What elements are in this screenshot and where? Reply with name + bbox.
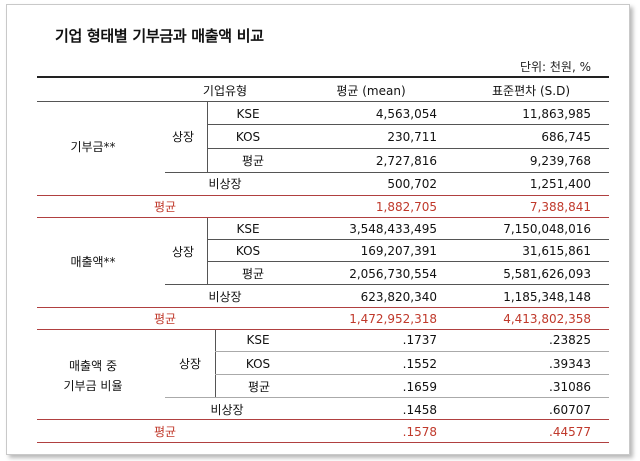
listed-label: 상장 [178,357,202,371]
cell-mean: 3,548,433,495 [349,222,437,236]
group-bottom-rule [37,329,609,330]
row-rule [215,374,609,375]
row-rule [165,397,609,398]
header-bottom-rule [37,101,609,102]
subgroup-divider [207,218,208,284]
cell-sd: .60707 [549,403,591,417]
cell-sd: 1,251,400 [529,177,591,191]
table-title: 기업 형태별 기부금과 매출액 비교 [55,27,264,45]
cell-mean: 230,711 [387,130,437,144]
row-rule [215,351,609,352]
header-mean: 평균 (mean) [336,84,406,98]
total-top-rule [37,419,609,420]
cell-sd: .23825 [549,333,591,347]
figure-frame: 기업 형태별 기부금과 매출액 비교 단위: 천원, % 기업유형 평균 (me… [6,4,630,455]
total-top-rule [37,195,609,196]
row-rule [165,284,609,285]
group-label-ratio-line1: 매출액 중 [69,359,117,373]
table-bottom-rule [37,442,609,443]
cell-sd: 31,615,861 [522,244,591,258]
cell-mean: 2,727,816 [375,154,437,168]
cell-mean: .1737 [402,333,437,347]
cell-mean-total: 1,882,705 [375,200,437,214]
cell-mean: 623,820,340 [360,290,437,304]
row-listed-avg-label: 평균 [247,380,271,394]
cell-sd-total: .44577 [549,425,591,439]
row-unlisted-label: 비상장 [210,403,244,417]
cell-sd: .31086 [549,380,591,394]
cell-sd: .39343 [549,357,591,371]
cell-sd: 11,863,985 [522,107,591,121]
group-label-ratio-line2: 기부금 비율 [63,379,123,393]
cell-sd-total: 7,388,841 [529,200,591,214]
cell-sd: 1,185,348,148 [503,290,591,304]
group-bottom-rule [37,217,609,218]
row-unlisted-label: 비상장 [208,177,242,191]
cell-mean-total: .1578 [402,425,437,439]
cell-mean: .1458 [402,403,437,417]
cell-sd: 5,581,626,093 [503,267,591,281]
cell-sd: 686,745 [541,130,591,144]
row-kse-label: KSE [236,222,260,236]
header-sd: 표준편차 (S.D) [491,84,571,98]
cell-mean: 169,207,391 [360,244,437,258]
row-kos-label: KOS [235,244,261,258]
cell-sd: 7,150,048,016 [503,222,591,236]
subgroup-divider [215,330,216,397]
cell-mean: .1552 [402,357,437,371]
row-kos-label: KOS [245,357,271,371]
row-total-label: 평균 [153,425,177,439]
cell-mean: 4,563,054 [375,107,437,121]
row-rule [165,172,609,173]
row-listed-avg-label: 평균 [241,267,265,281]
listed-label: 상장 [171,245,195,259]
group-label-sales: 매출액** [70,255,116,269]
row-kse-label: KSE [246,333,270,347]
group-label-donation: 기부금** [70,140,116,154]
subgroup-divider [207,102,208,173]
row-rule [207,239,609,240]
cell-mean: 2,056,730,554 [349,267,437,281]
cell-sd-total: 4,413,802,358 [503,312,591,326]
header-top-rule [37,76,609,78]
cell-mean: 500,702 [387,177,437,191]
unit-note: 단위: 천원, % [519,60,591,74]
row-total-label: 평균 [153,312,177,326]
listed-label: 상장 [171,130,195,144]
row-rule [207,124,609,125]
row-rule [207,261,609,262]
header-type: 기업유형 [202,84,248,98]
row-total-label: 평균 [153,200,177,214]
row-kse-label: KSE [236,107,260,121]
total-top-rule [37,307,609,308]
row-unlisted-label: 비상장 [208,290,242,304]
row-listed-avg-label: 평균 [241,154,265,168]
cell-mean: .1659 [402,380,437,394]
row-kos-label: KOS [235,130,261,144]
cell-mean-total: 1,472,952,318 [349,312,437,326]
row-rule [207,148,609,149]
cell-sd: 9,239,768 [529,154,591,168]
